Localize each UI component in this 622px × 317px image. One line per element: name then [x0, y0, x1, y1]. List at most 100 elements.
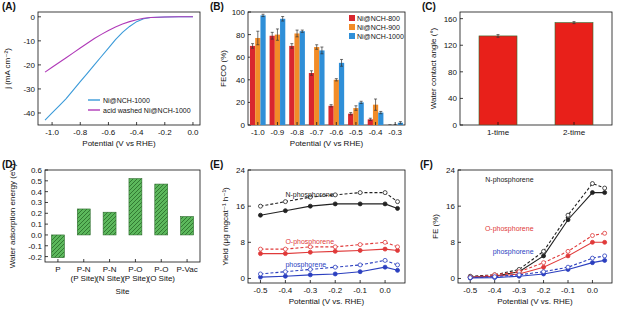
bar	[479, 36, 517, 125]
y-tick-label: 40	[236, 76, 245, 85]
error-bar	[310, 71, 313, 76]
error-line	[380, 111, 381, 113]
error-line	[302, 30, 303, 32]
bar	[353, 108, 358, 125]
legend-label: Ni@NCH-900	[357, 24, 400, 31]
error-bar	[271, 32, 274, 39]
x-tick	[257, 122, 258, 125]
legend-swatch	[349, 24, 355, 30]
line	[45, 17, 193, 72]
x-tick	[568, 280, 569, 283]
y-tick-label: 20	[236, 98, 245, 107]
y-tick	[38, 88, 41, 89]
x-tick	[108, 122, 109, 125]
error-bar	[251, 44, 254, 49]
error-bar	[281, 17, 284, 22]
bar	[255, 38, 260, 125]
plot-frame	[38, 12, 200, 125]
x-tick	[277, 122, 278, 125]
x-axis-title: Site	[116, 287, 130, 296]
point	[383, 202, 387, 206]
plot-area	[45, 17, 193, 120]
y-tick-label: 0	[241, 121, 246, 130]
bar	[334, 80, 339, 125]
x-tick	[164, 122, 165, 125]
error-cap	[369, 118, 372, 119]
x-tick-label: -0.2	[328, 286, 342, 295]
error-cap	[301, 32, 304, 33]
point	[283, 200, 287, 204]
y-tick	[460, 71, 463, 72]
x-tick	[574, 122, 575, 125]
error-bar	[369, 118, 372, 120]
error-cap	[251, 48, 254, 49]
error-line	[321, 47, 322, 54]
x-tick-label: 2-time	[563, 128, 586, 137]
plot-frame	[45, 170, 200, 262]
x-tick-label: -1.0	[251, 128, 265, 137]
point	[542, 270, 546, 274]
y-tick-label: 60	[236, 53, 245, 62]
point	[603, 254, 607, 258]
point	[493, 275, 497, 279]
error-cap	[256, 31, 259, 32]
error-cap	[399, 123, 402, 124]
y-tick	[45, 234, 48, 235]
error-line	[291, 44, 292, 49]
panel: (F)081624-0.5-0.4-0.3-0.2-0.10.0FE (%)Po…	[420, 159, 612, 306]
error-bar	[340, 59, 343, 66]
y-tick-label: 16	[236, 202, 245, 211]
y-tick-label: 100	[232, 8, 246, 17]
error-line	[263, 14, 264, 16]
point	[383, 240, 387, 244]
bar	[275, 35, 280, 125]
plot-frame	[248, 170, 405, 283]
point	[590, 261, 594, 265]
point	[308, 267, 312, 271]
x-tick	[135, 259, 136, 262]
point	[542, 254, 546, 258]
error-line	[257, 31, 258, 45]
x-tick-label: -0.4	[369, 128, 383, 137]
error-cap	[276, 40, 279, 41]
point	[308, 245, 312, 249]
error-cap	[301, 30, 304, 31]
error-cap	[388, 125, 391, 126]
y-tick	[458, 170, 461, 171]
y-tick-label: 80	[448, 68, 457, 77]
x-tick-label: -0.5	[254, 286, 268, 295]
annotation: O-phosphorene	[285, 238, 334, 246]
error-cap	[271, 32, 274, 33]
error-bar	[374, 99, 377, 110]
error-bar	[296, 30, 299, 37]
x-tick	[57, 259, 58, 262]
y-tick-label: 0.3	[31, 198, 43, 207]
legend-label: acid washed Ni@NCH-1000	[103, 107, 191, 114]
error-bar	[354, 106, 357, 111]
point	[333, 272, 337, 276]
point	[283, 209, 287, 213]
point	[283, 274, 287, 278]
point	[283, 247, 287, 251]
plot-frame	[248, 12, 405, 125]
point	[468, 276, 472, 280]
error-line	[355, 106, 356, 111]
point	[493, 274, 497, 278]
error-cap	[573, 21, 576, 22]
error-cap	[330, 104, 333, 105]
x-tick	[52, 122, 53, 125]
error-cap	[374, 110, 377, 111]
error-cap	[388, 125, 391, 126]
y-tick-label: -0.1	[28, 242, 42, 251]
error-bar	[379, 111, 382, 113]
x-axis-title: Potential (V vs. RHE)	[289, 297, 365, 306]
error-cap	[497, 34, 500, 35]
point	[396, 245, 400, 249]
error-line	[370, 118, 371, 120]
point	[396, 206, 400, 210]
point	[517, 273, 521, 277]
point	[566, 218, 570, 222]
point	[283, 270, 287, 274]
point	[590, 182, 594, 186]
error-bar	[276, 29, 279, 40]
